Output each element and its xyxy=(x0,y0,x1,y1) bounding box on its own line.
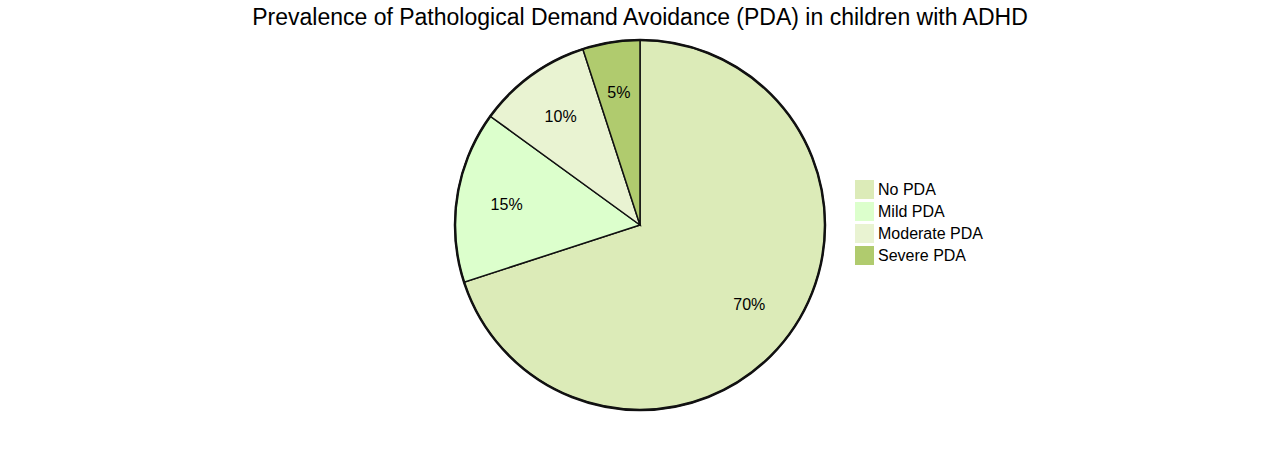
data-labels: 70% 15% 10% 5% xyxy=(491,84,766,314)
legend-swatch xyxy=(855,224,874,243)
chart-container: Prevalence of Pathological Demand Avoida… xyxy=(0,0,1280,450)
data-label: 10% xyxy=(545,108,577,125)
legend-swatch xyxy=(855,180,874,199)
legend-label: No PDA xyxy=(878,181,936,198)
legend-label: Mild PDA xyxy=(878,203,945,220)
pie-outline xyxy=(455,40,825,410)
data-label: 15% xyxy=(491,196,523,213)
chart-svg: Prevalence of Pathological Demand Avoida… xyxy=(0,0,1280,450)
pie-slices xyxy=(455,40,825,410)
chart-title: Prevalence of Pathological Demand Avoida… xyxy=(252,4,1028,30)
pie-slice xyxy=(583,40,640,225)
data-label: 5% xyxy=(607,84,630,101)
legend-label: Moderate PDA xyxy=(878,225,983,242)
legend-swatch xyxy=(855,202,874,221)
legend: No PDA Mild PDA Moderate PDA Severe PDA xyxy=(855,180,983,265)
legend-label: Severe PDA xyxy=(878,247,966,264)
legend-swatch xyxy=(855,246,874,265)
data-label: 70% xyxy=(733,296,765,313)
